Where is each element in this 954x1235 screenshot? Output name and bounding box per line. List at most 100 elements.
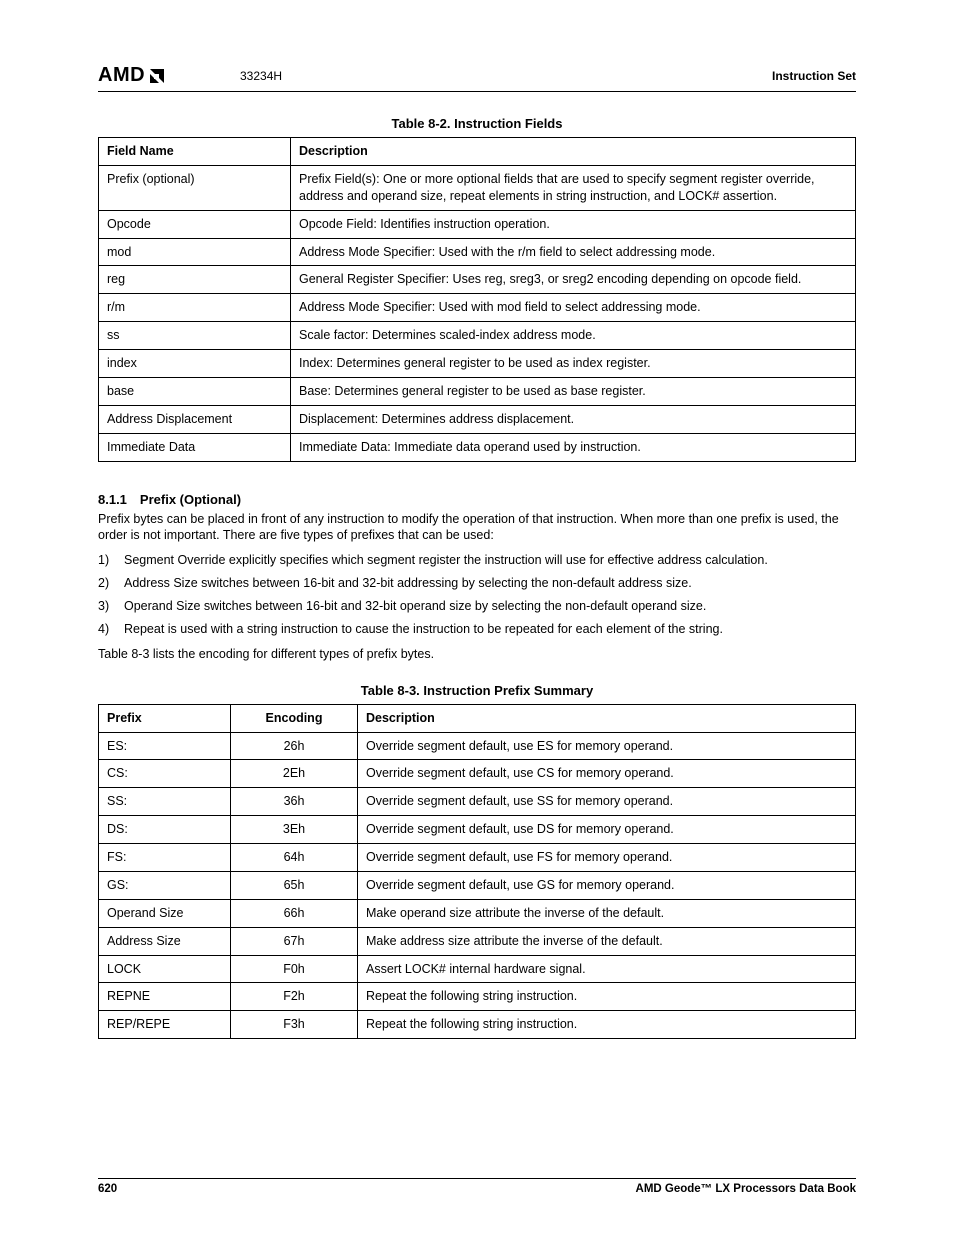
table-cell: SS: (99, 788, 231, 816)
table-row: baseBase: Determines general register to… (99, 377, 856, 405)
table-cell: F2h (231, 983, 358, 1011)
table-row: ssScale factor: Determines scaled-index … (99, 322, 856, 350)
table-cell: F3h (231, 1011, 358, 1039)
table-cell: Address Mode Specifier: Used with mod fi… (291, 294, 856, 322)
amd-logo: AMD (98, 64, 167, 87)
table-cell: Address Size (99, 927, 231, 955)
page: AMD 33234H Instruction Set Table 8-2. In… (0, 0, 954, 1235)
table-row: FS:64hOverride segment default, use FS f… (99, 844, 856, 872)
table-cell: 36h (231, 788, 358, 816)
table-cell: Base: Determines general register to be … (291, 377, 856, 405)
header-section-title: Instruction Set (772, 69, 856, 83)
table-2-col-1: Encoding (231, 704, 358, 732)
table-row: ES:26hOverride segment default, use ES f… (99, 732, 856, 760)
table-cell: FS: (99, 844, 231, 872)
table-cell: Override segment default, use DS for mem… (358, 816, 856, 844)
table-2-col-0: Prefix (99, 704, 231, 732)
table-cell: REPNE (99, 983, 231, 1011)
table-instruction-fields: Field Name Description Prefix (optional)… (98, 137, 856, 462)
table-row: Address DisplacementDisplacement: Determ… (99, 405, 856, 433)
table-prefix-summary: Prefix Encoding Description ES:26hOverri… (98, 704, 856, 1040)
table-cell: Opcode Field: Identifies instruction ope… (291, 210, 856, 238)
table-row: LOCKF0hAssert LOCK# internal hardware si… (99, 955, 856, 983)
list-item: 1)Segment Override explicitly specifies … (98, 552, 856, 569)
table-row: DS:3EhOverride segment default, use DS f… (99, 816, 856, 844)
table-row: Address Size67hMake address size attribu… (99, 927, 856, 955)
table-cell: REP/REPE (99, 1011, 231, 1039)
table-cell: DS: (99, 816, 231, 844)
table-row: REP/REPEF3hRepeat the following string i… (99, 1011, 856, 1039)
table-1-caption: Table 8-2. Instruction Fields (98, 116, 856, 131)
table-cell: Immediate Data (99, 433, 291, 461)
table-1-col-0: Field Name (99, 138, 291, 166)
section-heading: 8.1.1 Prefix (Optional) (98, 492, 856, 507)
table-cell: Opcode (99, 210, 291, 238)
page-header: AMD 33234H Instruction Set (98, 64, 856, 92)
table-cell: Override segment default, use FS for mem… (358, 844, 856, 872)
page-number: 620 (98, 1183, 117, 1195)
table-cell: LOCK (99, 955, 231, 983)
list-item: 3)Operand Size switches between 16-bit a… (98, 598, 856, 615)
table-cell: Override segment default, use CS for mem… (358, 760, 856, 788)
table-cell: mod (99, 238, 291, 266)
table-cell: Make address size attribute the inverse … (358, 927, 856, 955)
table-row: Operand Size66hMake operand size attribu… (99, 899, 856, 927)
table-cell: ss (99, 322, 291, 350)
table-cell: Address Displacement (99, 405, 291, 433)
prefix-list: 1)Segment Override explicitly specifies … (98, 552, 856, 638)
table-cell: 64h (231, 844, 358, 872)
table-cell: Index: Determines general register to be… (291, 350, 856, 378)
table-cell: 2Eh (231, 760, 358, 788)
table-row: REPNEF2hRepeat the following string inst… (99, 983, 856, 1011)
table-cell: 66h (231, 899, 358, 927)
list-item: 2)Address Size switches between 16-bit a… (98, 575, 856, 592)
table-cell: 26h (231, 732, 358, 760)
logo-text: AMD (98, 64, 145, 87)
table-row: OpcodeOpcode Field: Identifies instructi… (99, 210, 856, 238)
table-cell: Prefix Field(s): One or more optional fi… (291, 165, 856, 210)
table-cell: index (99, 350, 291, 378)
table-2-col-2: Description (358, 704, 856, 732)
table-cell: 67h (231, 927, 358, 955)
table-row: SS:36hOverride segment default, use SS f… (99, 788, 856, 816)
table-cell: Prefix (optional) (99, 165, 291, 210)
section-intro: Prefix bytes can be placed in front of a… (98, 511, 856, 545)
table-cell: Assert LOCK# internal hardware signal. (358, 955, 856, 983)
doc-id: 33234H (240, 69, 282, 83)
table-cell: base (99, 377, 291, 405)
table-cell: Displacement: Determines address displac… (291, 405, 856, 433)
section-outro: Table 8-3 lists the encoding for differe… (98, 646, 856, 663)
table-row: GS:65hOverride segment default, use GS f… (99, 871, 856, 899)
table-cell: Make operand size attribute the inverse … (358, 899, 856, 927)
table-cell: Repeat the following string instruction. (358, 1011, 856, 1039)
table-row: r/mAddress Mode Specifier: Used with mod… (99, 294, 856, 322)
table-cell: CS: (99, 760, 231, 788)
table-cell: Override segment default, use ES for mem… (358, 732, 856, 760)
table-row: Immediate DataImmediate Data: Immediate … (99, 433, 856, 461)
table-cell: r/m (99, 294, 291, 322)
table-cell: Override segment default, use SS for mem… (358, 788, 856, 816)
table-cell: Override segment default, use GS for mem… (358, 871, 856, 899)
table-cell: General Register Specifier: Uses reg, sr… (291, 266, 856, 294)
table-row: indexIndex: Determines general register … (99, 350, 856, 378)
amd-arrow-icon (147, 66, 167, 86)
table-cell: Scale factor: Determines scaled-index ad… (291, 322, 856, 350)
table-2-caption: Table 8-3. Instruction Prefix Summary (98, 683, 856, 698)
table-cell: Operand Size (99, 899, 231, 927)
page-footer: 620 AMD Geode™ LX Processors Data Book (98, 1178, 856, 1195)
list-item: 4)Repeat is used with a string instructi… (98, 621, 856, 638)
table-cell: 65h (231, 871, 358, 899)
table-cell: Address Mode Specifier: Used with the r/… (291, 238, 856, 266)
table-cell: reg (99, 266, 291, 294)
table-cell: Repeat the following string instruction. (358, 983, 856, 1011)
table-cell: ES: (99, 732, 231, 760)
table-row: Prefix (optional)Prefix Field(s): One or… (99, 165, 856, 210)
table-cell: F0h (231, 955, 358, 983)
table-row: regGeneral Register Specifier: Uses reg,… (99, 266, 856, 294)
table-cell: Immediate Data: Immediate data operand u… (291, 433, 856, 461)
table-row: CS:2EhOverride segment default, use CS f… (99, 760, 856, 788)
table-1-col-1: Description (291, 138, 856, 166)
table-cell: 3Eh (231, 816, 358, 844)
book-title: AMD Geode™ LX Processors Data Book (636, 1183, 856, 1195)
table-row: modAddress Mode Specifier: Used with the… (99, 238, 856, 266)
